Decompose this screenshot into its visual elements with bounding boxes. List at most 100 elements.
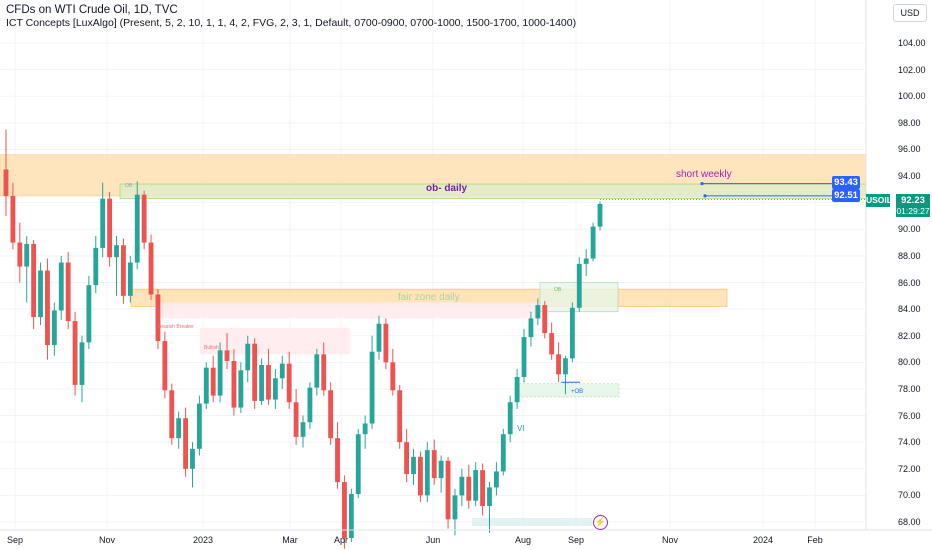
indicator-legend[interactable]: ICT Concepts [LuxAlgo] (Present, 5, 2, 1… [6,17,577,29]
candle-body [65,262,71,322]
candle-body [556,354,561,375]
candle-body [314,354,320,388]
candle-body [335,438,340,483]
plus-ob-label: +OB [571,389,584,395]
candle-body [272,378,278,400]
candle-body [445,460,451,520]
candle-body [459,476,465,496]
candle-body [307,387,313,423]
candle-body [424,450,430,496]
candle-body [321,354,327,391]
time-tick-label: 2023 [192,535,214,545]
time-tick-label: Feb [807,535,823,545]
candle-body [342,482,347,538]
candle-body [169,390,175,439]
candle-body [369,351,375,424]
candle-body [100,198,106,248]
price-tick-label: 70.00 [898,490,921,501]
candle-body [563,358,568,375]
candle-body [148,242,154,295]
candle-body [183,418,188,469]
time-tick-label: Jun [425,535,441,545]
lightning-icon[interactable]: ⚡ [593,515,608,530]
candle-body [590,226,596,259]
candle-body [252,343,258,401]
candle-body [383,323,389,363]
ob-daily-label: ob- daily [426,183,468,194]
candle-body [238,370,244,408]
price-tick-label: 80.00 [898,357,921,368]
candle-body [431,450,437,479]
candlestick-series [3,129,603,549]
price-tick-label: 96.00 [898,144,921,155]
candle-body [121,245,126,296]
ob-daily-zone [119,183,867,199]
price-tick-label: 68.00 [898,517,921,527]
time-tick-label: Nov [661,535,679,545]
level-point-high [700,182,704,186]
candle-body [79,342,85,385]
candle-body [355,434,361,495]
candle-body [473,470,479,501]
candle-body [521,337,527,377]
candle-body [17,242,23,267]
candle-body [45,270,50,346]
candle-body [24,243,30,267]
price-tick-label: 76.00 [898,410,921,421]
price-tick-label: 94.00 [898,171,921,182]
candle-body [480,470,485,507]
price-tick-label: 90.00 [898,224,921,235]
candle-body [576,263,582,308]
currency-button[interactable]: USD [893,4,927,22]
candle-body [176,418,182,439]
candle-body [107,198,113,258]
candle-body [72,321,78,385]
candle-body [397,390,403,443]
candle-body [245,343,251,371]
time-tick-label: Apr [333,535,349,545]
candle-body [514,376,520,403]
price-tick-label: 74.00 [898,437,921,448]
time-tick-label: Nov [98,535,116,545]
price-tick-label: 98.00 [898,117,921,128]
candle-body [3,169,9,197]
time-tick-label: Sep [567,535,585,545]
candle-body [438,460,444,479]
level-lines [561,182,866,383]
candle-body [418,456,423,496]
candle-body [549,333,555,355]
candle-body [528,318,534,338]
candle-body [196,403,202,449]
candle-body [10,196,16,243]
candle-body [141,194,147,243]
time-tick-label: Sep [6,535,24,545]
candle-body [86,285,92,343]
candle-body [466,476,472,501]
candle-body [51,310,57,346]
candle-body [452,495,458,520]
candle-body [542,305,548,334]
plus-ob-zone [514,383,620,398]
candle-body [404,442,410,475]
ob-green-label: OB [554,287,562,293]
level-point-low [703,194,707,198]
chart-title: CFDs on WTI Crude Oil, 1D, TVC [6,4,178,16]
candle-body [487,487,492,507]
price-tick-label: 102.00 [898,64,926,75]
level-high-tag[interactable]: 93.43 [832,176,860,189]
candle-body [286,363,292,403]
price-tick-label: 86.00 [898,277,921,288]
countdown-tag: 01:29:27 [896,206,930,217]
bearish-breaker-label: Bearish Breaker [158,324,194,330]
level-low-tag[interactable]: 92.51 [832,189,860,202]
candle-body [203,367,209,404]
bearish-breaker-zone [155,302,545,319]
price-tick-label: 72.00 [898,463,921,474]
candle-body [210,367,216,396]
candle-body [300,422,306,437]
candle-body [390,362,396,391]
candle-body [38,270,43,318]
vi-label: VI [517,424,525,433]
candle-body [231,361,237,408]
